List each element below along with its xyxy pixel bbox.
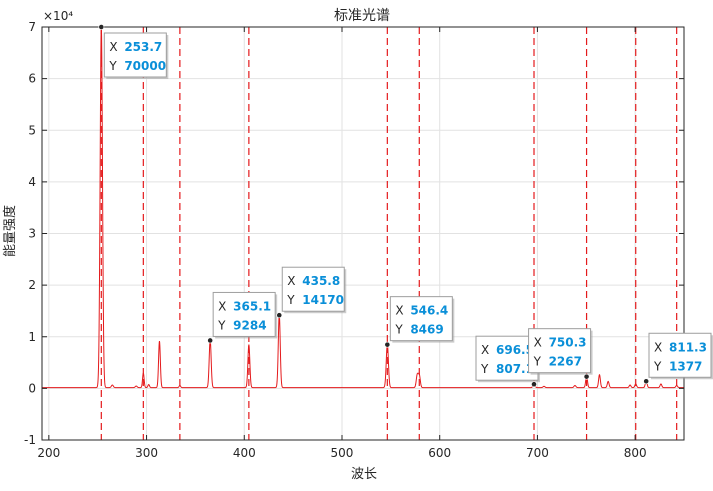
datatip-x-value: 435.8 bbox=[302, 274, 340, 288]
datatip-x-value: 365.1 bbox=[233, 299, 271, 313]
datatip-y-value: 807.1 bbox=[496, 362, 534, 376]
datatip-box bbox=[528, 328, 592, 374]
datatip-y-label: Y bbox=[480, 362, 489, 376]
axes bbox=[41, 26, 685, 441]
x-tick-label: 300 bbox=[135, 446, 158, 460]
series bbox=[42, 26, 684, 389]
datatip-x-label: X bbox=[287, 274, 295, 288]
datatip-y-label: Y bbox=[533, 355, 542, 369]
datatip-x-value: 253.7 bbox=[124, 40, 162, 54]
y-tick-label: 1 bbox=[28, 330, 36, 344]
y-tick-label: 7 bbox=[28, 20, 36, 34]
datatip-x-label: X bbox=[654, 340, 662, 354]
datatip-x-value: 811.3 bbox=[669, 340, 707, 354]
datatip-point bbox=[531, 381, 537, 388]
datatip: X 811.3 Y 1377 bbox=[643, 332, 713, 385]
datatip-y-value: 70000 bbox=[124, 59, 166, 73]
datatip-x-label: X bbox=[395, 304, 403, 318]
datatip-x-value: 750.3 bbox=[549, 336, 587, 350]
datatip-y-label: Y bbox=[286, 293, 295, 307]
x-axis-title: 波长 bbox=[351, 467, 377, 482]
x-tick-label: 700 bbox=[526, 446, 549, 460]
datatip-x-label: X bbox=[218, 299, 226, 313]
datatip-y-label: Y bbox=[217, 318, 226, 332]
chart-title: 标准光谱 bbox=[334, 8, 390, 24]
datatip-y-label: Y bbox=[394, 323, 403, 337]
y-tick-label: 6 bbox=[28, 72, 36, 86]
datatip-box bbox=[648, 332, 712, 378]
datatip-point bbox=[276, 312, 283, 319]
x-tick-label: 400 bbox=[233, 446, 256, 460]
datatip-y-value: 2267 bbox=[549, 355, 582, 369]
datatip-x-value: 546.4 bbox=[410, 304, 448, 318]
datatip-y-value: 1377 bbox=[669, 359, 702, 373]
datatip-x-label: X bbox=[534, 336, 542, 350]
datatip-y-label: Y bbox=[653, 359, 662, 373]
datatip: X 435.8 Y 14170 bbox=[276, 266, 347, 319]
y-exponent-label: ×10⁴ bbox=[43, 9, 73, 23]
datatip: X 546.4 Y 8469 bbox=[384, 296, 455, 348]
x-tick-label: 200 bbox=[37, 446, 60, 460]
datatip-box bbox=[389, 296, 453, 342]
datatip-y-label: Y bbox=[108, 59, 117, 73]
datatip-box bbox=[103, 32, 167, 78]
datatip-box bbox=[281, 266, 345, 312]
datatip-x-label: X bbox=[481, 343, 489, 357]
datatip: X 253.7 Y 70000 bbox=[98, 24, 169, 79]
grid bbox=[42, 26, 684, 441]
datatip-point bbox=[98, 24, 105, 30]
y-tick-label: 5 bbox=[28, 123, 36, 137]
y-tick-label: 0 bbox=[28, 381, 36, 395]
datatip-y-value: 14170 bbox=[302, 293, 344, 307]
x-tick-label: 800 bbox=[624, 446, 647, 460]
datatip-point bbox=[207, 337, 214, 344]
datatip-y-value: 9284 bbox=[233, 318, 266, 332]
y-tick-label: 4 bbox=[28, 175, 36, 189]
datatips: X 253.7 Y 70000 X 365.1 Y 9284 X 435.8 Y 14170 X 546.… bbox=[98, 24, 713, 388]
x-tick-label: 500 bbox=[331, 446, 354, 460]
datatip-point bbox=[384, 341, 391, 348]
datatip: X 365.1 Y 9284 bbox=[207, 291, 278, 344]
y-axis-title: 能量强度 bbox=[2, 205, 18, 257]
datatip: X 750.3 Y 2267 bbox=[528, 328, 593, 380]
y-tick-label: 2 bbox=[28, 278, 36, 292]
datatip-y-value: 8469 bbox=[410, 323, 443, 337]
x-tick-label: 600 bbox=[428, 446, 451, 460]
y-tick-label: -1 bbox=[24, 433, 36, 447]
datatip-x-label: X bbox=[109, 40, 117, 54]
datatip-point bbox=[583, 373, 590, 380]
datatip-box bbox=[212, 291, 276, 337]
datatip-x-value: 696.5 bbox=[496, 343, 534, 357]
datatip-point bbox=[643, 378, 650, 385]
y-tick-label: 3 bbox=[28, 227, 36, 241]
spectrum-line bbox=[42, 26, 684, 389]
tick-labels: 200 300 400 500 600 700 800 -1 0 1 2 3 4 5 6 7 bbox=[24, 20, 647, 460]
